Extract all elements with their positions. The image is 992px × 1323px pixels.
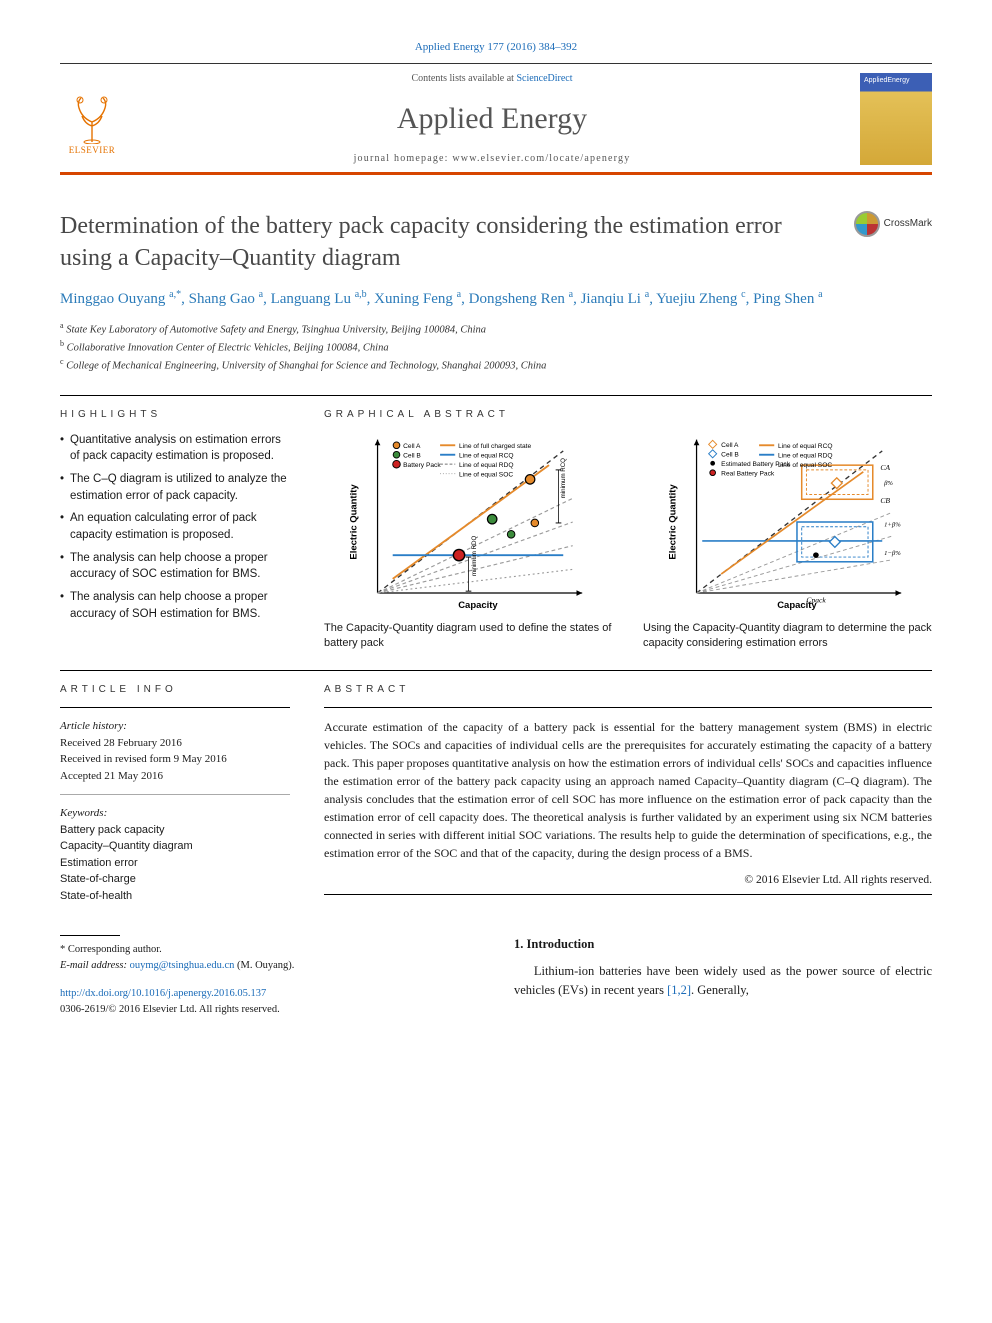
svg-text:Line of equal RDQ: Line of equal RDQ: [778, 452, 833, 459]
highlights-list: Quantitative analysis on estimation erro…: [60, 432, 290, 623]
doi-link[interactable]: http://dx.doi.org/10.1016/j.apenergy.201…: [60, 988, 266, 999]
svg-text:Electric Quantity: Electric Quantity: [349, 483, 360, 559]
svg-text:Cell B: Cell B: [403, 452, 421, 459]
svg-text:1+β%: 1+β%: [884, 521, 901, 528]
elsevier-tree-icon: [67, 94, 117, 144]
crossmark-label: CrossMark: [884, 217, 932, 231]
highlights-heading: HIGHLIGHTS: [60, 408, 290, 422]
graphical-abstract-heading: GRAPHICAL ABSTRACT: [324, 408, 932, 422]
copyright-line: © 2016 Elsevier Ltd. All rights reserved…: [324, 872, 932, 888]
highlight-item: The analysis can help choose a proper ac…: [60, 550, 290, 583]
crossmark-badge[interactable]: CrossMark: [854, 211, 932, 237]
highlight-item: The analysis can help choose a proper ac…: [60, 589, 290, 622]
svg-text:Battery Pack: Battery Pack: [403, 462, 441, 469]
svg-text:β%: β%: [883, 480, 893, 487]
highlight-item: Quantitative analysis on estimation erro…: [60, 432, 290, 465]
ga-caption-1: The Capacity-Quantity diagram used to de…: [324, 621, 613, 651]
svg-text:Cell B: Cell B: [721, 451, 739, 458]
elsevier-logo: ELSEVIER: [60, 82, 124, 156]
svg-text:Line of equal RCQ: Line of equal RCQ: [778, 443, 833, 450]
corresponding-author: * Corresponding author.: [60, 942, 480, 958]
svg-text:CB: CB: [880, 496, 890, 505]
journal-name: Applied Energy: [142, 98, 842, 140]
email-link[interactable]: ouymg@tsinghua.edu.cn: [130, 960, 235, 971]
svg-text:Line of equal SOC: Line of equal SOC: [778, 462, 832, 469]
authors: Minggao Ouyang a,*, Shang Gao a, Languan…: [60, 288, 932, 310]
article-title: Determination of the battery pack capaci…: [60, 211, 834, 273]
highlight-item: An equation calculating error of pack ca…: [60, 510, 290, 543]
ref-link[interactable]: [1,2]: [667, 983, 691, 997]
abstract-text: Accurate estimation of the capacity of a…: [324, 718, 932, 862]
svg-text:Line of equal RDQ: Line of equal RDQ: [459, 462, 514, 469]
issn-line: 0306-2619/© 2016 Elsevier Ltd. All right…: [60, 1002, 480, 1018]
ga-caption-2: Using the Capacity-Quantity diagram to d…: [643, 621, 932, 651]
citation-line: Applied Energy 177 (2016) 384–392: [60, 40, 932, 55]
svg-text:Line of equal RCQ: Line of equal RCQ: [459, 452, 514, 459]
svg-text:1−β%: 1−β%: [884, 550, 901, 557]
svg-text:CA: CA: [880, 462, 890, 471]
svg-text:Capacity: Capacity: [458, 600, 498, 611]
svg-text:minimum RCQ: minimum RCQ: [560, 457, 567, 497]
crossmark-icon: [854, 211, 880, 237]
cover-label: AppliedEnergy: [864, 76, 910, 86]
affiliation-b: b Collaborative Innovation Center of Ele…: [60, 338, 932, 356]
intro-heading: 1. Introduction: [514, 935, 932, 954]
highlight-item: The C–Q diagram is utilized to analyze t…: [60, 471, 290, 504]
cq-diagram-1: Capacity Electric Quantity: [324, 432, 613, 612]
sciencedirect-link[interactable]: ScienceDirect: [516, 73, 572, 84]
keywords-block: Keywords: Battery pack capacity Capacity…: [60, 805, 290, 904]
affiliations: a State Key Laboratory of Automotive Saf…: [60, 320, 932, 375]
email-line: E-mail address: ouymg@tsinghua.edu.cn (M…: [60, 958, 480, 974]
affiliation-a: a State Key Laboratory of Automotive Saf…: [60, 320, 932, 338]
abstract-heading: ABSTRACT: [324, 683, 932, 697]
article-info-heading: ARTICLE INFO: [60, 683, 290, 697]
ga-panel-1: Capacity Electric Quantity: [324, 432, 613, 651]
cq-diagram-2: Capacity Electric Quantity: [643, 432, 932, 612]
elsevier-label: ELSEVIER: [69, 144, 116, 157]
journal-cover-thumb: AppliedEnergy: [860, 73, 932, 165]
svg-text:Electric Quantity: Electric Quantity: [668, 483, 679, 559]
affiliation-c: c College of Mechanical Engineering, Uni…: [60, 356, 932, 374]
intro-paragraph: Lithium-ion batteries have been widely u…: [514, 962, 932, 1000]
ga-panel-2: Capacity Electric Quantity: [643, 432, 932, 651]
svg-text:Line of equal SOC: Line of equal SOC: [459, 471, 513, 478]
svg-text:Cell A: Cell A: [721, 442, 739, 449]
journal-homepage: journal homepage: www.elsevier.com/locat…: [142, 152, 842, 166]
svg-text:Real Battery Pack: Real Battery Pack: [721, 470, 775, 477]
article-history: Article history: Received 28 February 20…: [60, 718, 290, 784]
svg-text:Line of full charged state: Line of full charged state: [459, 443, 532, 450]
doi-line: http://dx.doi.org/10.1016/j.apenergy.201…: [60, 986, 480, 1002]
svg-text:Cell A: Cell A: [403, 443, 421, 450]
contents-available: Contents lists available at ScienceDirec…: [142, 72, 842, 86]
svg-text:minimum RDQ: minimum RDQ: [471, 535, 478, 575]
journal-header: ELSEVIER Contents lists available at Sci…: [60, 63, 932, 175]
svg-text:Cpack: Cpack: [806, 595, 826, 604]
